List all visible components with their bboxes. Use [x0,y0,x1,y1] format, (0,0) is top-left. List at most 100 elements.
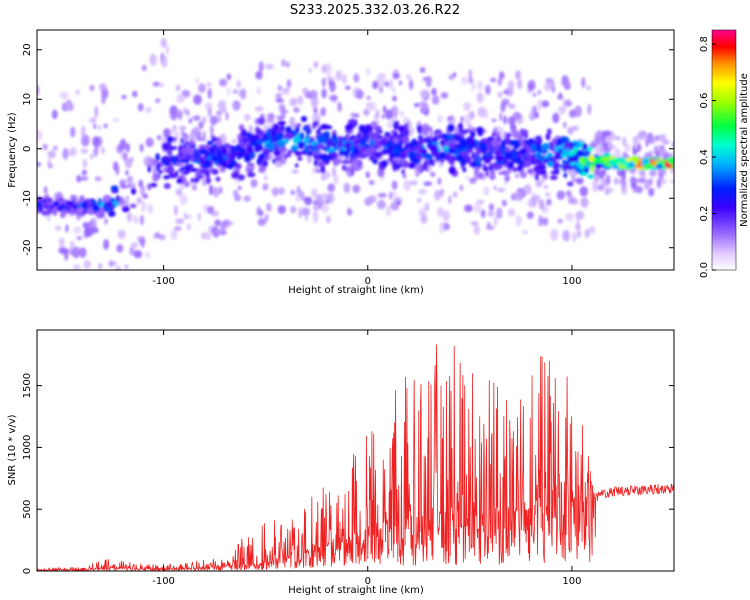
heatmap-cell [469,177,477,184]
heatmap-cell [362,128,370,136]
heatmap-cell [407,162,417,169]
heatmap-cell [258,132,264,140]
heatmap-cell [324,63,332,75]
heatmap-cell [219,78,228,87]
heatmap-cell [374,151,383,158]
heatmap-cell [409,180,418,186]
heatmap-cell [164,157,171,162]
heatmap-cell [124,278,131,289]
heatmap-cell [437,115,443,123]
heatmap-cell [622,136,627,147]
heatmap-cell [520,129,529,136]
heatmap-cell [139,214,144,226]
heatmap-cell [491,132,496,138]
heatmap-cell [565,190,572,197]
heatmap-cell [618,164,626,169]
heatmap-cell [180,129,185,138]
heatmap-cell [227,87,231,96]
heatmap-cell [476,92,484,104]
heatmap-cell [477,130,484,137]
heatmap-cell [525,153,533,161]
heatmap-cell [126,211,133,223]
heatmap-cell [142,193,149,199]
heatmap-cell [81,134,90,147]
heatmap-cell [563,172,568,178]
heatmap-cell [91,226,99,234]
heatmap-cell [588,154,595,162]
heatmap-cell [55,285,61,291]
heatmap-cell [547,161,554,167]
heatmap-cell [276,132,284,141]
heatmap-cell [115,265,122,270]
heatmap-cell [89,84,95,92]
heatmap-cell [586,85,592,91]
heatmap-cell [210,160,214,164]
heatmap-cell [298,206,302,219]
heatmap-cell [669,179,674,184]
heatmap-cell [533,158,538,166]
heatmap-cell [127,183,132,189]
heatmap-cell [591,180,596,192]
heatmap-cell [428,139,433,146]
y-tick-label: 0 [22,568,33,574]
heatmap-cell [419,67,426,73]
heatmap-cell [447,123,455,133]
heatmap-cell [274,154,282,162]
heatmap-cell [607,143,615,150]
heatmap-cell [332,166,336,177]
heatmap-cell [336,159,343,164]
heatmap-cell [37,84,40,97]
heatmap-cell [58,237,65,247]
heatmap-cell [437,206,445,218]
heatmap-cell [132,90,138,98]
heatmap-cell [406,74,412,80]
heatmap-cell [232,100,241,111]
heatmap-cell [385,109,394,120]
heatmap-cell [538,199,545,210]
heatmap-cell [297,141,305,150]
heatmap-cell [393,131,398,139]
heatmap-cell [320,203,330,214]
heatmap-cell [368,101,377,112]
heatmap-cell [327,183,336,193]
heatmap-cell [583,157,589,164]
heatmap-cell [360,138,365,145]
snr-y-label: SNR (10 * v/v) [7,414,18,485]
heatmap-cell [272,158,276,164]
heatmap-cell [551,161,560,170]
heatmap-cell [214,139,223,147]
heatmap-cell [325,75,334,81]
heatmap-cell [499,112,503,122]
heatmap-cell [101,95,106,105]
heatmap-cell [205,153,210,158]
heatmap-cell [44,281,52,289]
colorbar-tick-label: 0.0 [699,262,710,278]
heatmap-cell [98,197,102,205]
heatmap-cell [398,80,403,86]
heatmap-cell [225,111,229,121]
heatmap-cell [391,180,398,190]
colorbar-gradient [711,29,737,271]
heatmap-cell [173,226,182,231]
heatmap-cell [489,169,496,175]
heatmap-cell [107,210,116,217]
heatmap-cell [487,211,495,217]
heatmap-cell [295,125,300,133]
heatmap-cell [358,152,367,159]
heatmap-cell [290,145,299,151]
heatmap-cell [403,179,411,191]
heatmap-cell [272,124,280,130]
heatmap-cell [588,162,593,167]
heatmap-cell [393,120,400,127]
heatmap-cell [417,197,422,203]
heatmap-cell [303,138,310,142]
heatmap-cell [417,163,423,171]
heatmap-cell [100,272,108,279]
heatmap-cell [358,146,367,153]
heatmap-cell [504,151,513,158]
heatmap-cell [495,135,502,143]
heatmap-cell [401,168,406,175]
heatmap-cell [209,115,218,126]
heatmap-cell [265,214,269,222]
heatmap-cell [116,244,124,253]
